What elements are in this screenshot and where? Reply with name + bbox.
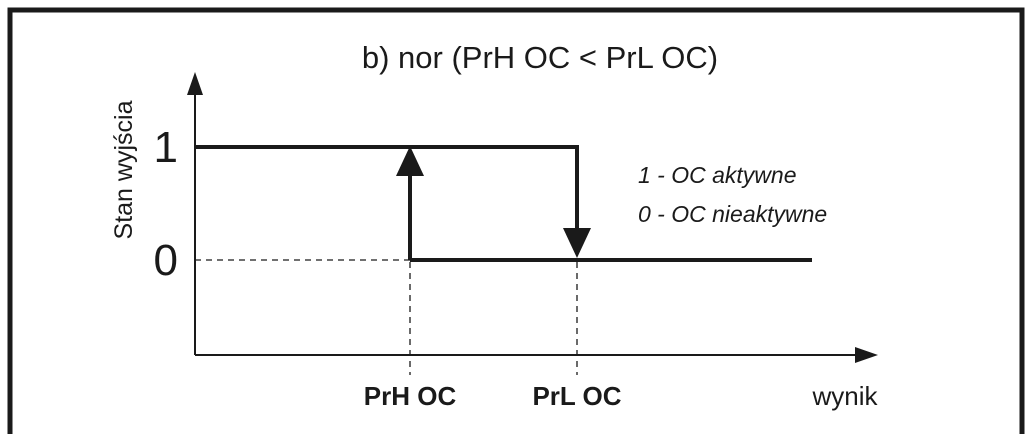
- y-level-label: 0: [154, 236, 178, 285]
- y-axis-label: Stan wyjścia: [110, 100, 138, 239]
- x-marker-label: PrL OC: [532, 381, 621, 411]
- y-axis-arrow: [187, 72, 203, 95]
- x-marker-label: PrH OC: [364, 381, 457, 411]
- arrow-up: [396, 146, 424, 176]
- legend-item: 0 - OC nieaktywne: [638, 201, 827, 227]
- frame: [7, 7, 1025, 434]
- title: b) nor (PrH OC < PrL OC): [362, 40, 718, 75]
- legend-item: 1 - OC aktywne: [638, 162, 797, 188]
- x-axis-label: wynik: [811, 381, 878, 411]
- y-level-label: 1: [154, 123, 178, 172]
- arrow-down: [563, 228, 591, 258]
- x-axis-arrow: [855, 347, 878, 363]
